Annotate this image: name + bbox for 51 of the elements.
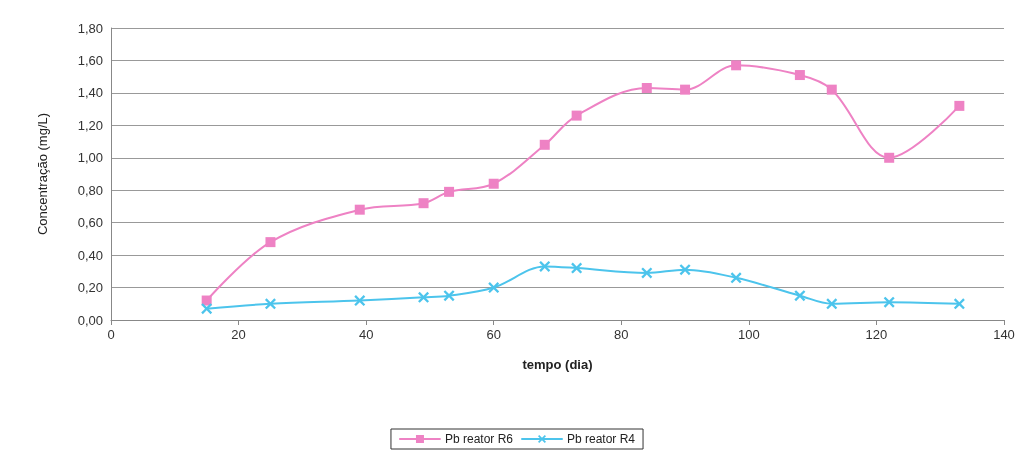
y-tick-label: 0,80 bbox=[77, 182, 103, 198]
legend-label: Pb reator R4 bbox=[567, 432, 636, 446]
point bbox=[679, 264, 691, 276]
y-tick-label: 0,60 bbox=[77, 215, 103, 231]
y-tick-label: 0,40 bbox=[77, 247, 103, 263]
y-tick-label: 1,20 bbox=[77, 117, 103, 133]
x-tick-label: 20 bbox=[231, 327, 246, 342]
point bbox=[265, 237, 276, 248]
point bbox=[641, 83, 652, 94]
point bbox=[571, 110, 582, 121]
y-axis-title: Concentração (mg/L) bbox=[35, 112, 50, 236]
point bbox=[264, 298, 276, 310]
x-axis-title: tempo (dia) bbox=[522, 357, 593, 372]
legend-label: Pb reator R6 bbox=[444, 432, 514, 446]
point bbox=[680, 84, 691, 95]
point bbox=[641, 267, 653, 279]
point bbox=[539, 139, 550, 150]
y-tick-label: 1,60 bbox=[77, 52, 103, 68]
point bbox=[884, 152, 895, 163]
x-tick-label: 60 bbox=[486, 327, 501, 342]
point bbox=[794, 70, 805, 81]
point bbox=[794, 290, 806, 302]
x-tick-label: 40 bbox=[358, 327, 374, 342]
y-tick-label: 1,00 bbox=[77, 150, 103, 166]
point bbox=[201, 303, 213, 315]
y-tick-label: 0,00 bbox=[77, 312, 103, 328]
point bbox=[354, 204, 365, 215]
point bbox=[488, 282, 500, 294]
point bbox=[488, 178, 499, 189]
point bbox=[539, 260, 551, 272]
x-tick-label: 140 bbox=[993, 327, 1015, 342]
point bbox=[418, 198, 429, 209]
point bbox=[444, 186, 455, 197]
point bbox=[730, 272, 742, 284]
y-tick-label: 1,80 bbox=[77, 20, 103, 36]
point bbox=[443, 290, 455, 302]
point bbox=[731, 60, 742, 71]
point bbox=[418, 291, 430, 303]
point bbox=[883, 296, 895, 308]
x-tick-label: 120 bbox=[865, 327, 888, 342]
x-tick-label: 100 bbox=[738, 327, 760, 342]
point bbox=[954, 100, 965, 111]
x-tick-label: 0 bbox=[107, 327, 115, 342]
x-tick-label: 80 bbox=[614, 327, 629, 342]
point bbox=[953, 298, 965, 310]
y-tick-label: 1,40 bbox=[77, 85, 103, 101]
y-tick-label: 0,20 bbox=[77, 280, 103, 296]
point bbox=[826, 84, 837, 95]
point bbox=[571, 262, 583, 274]
point bbox=[354, 295, 366, 307]
point bbox=[826, 298, 838, 310]
